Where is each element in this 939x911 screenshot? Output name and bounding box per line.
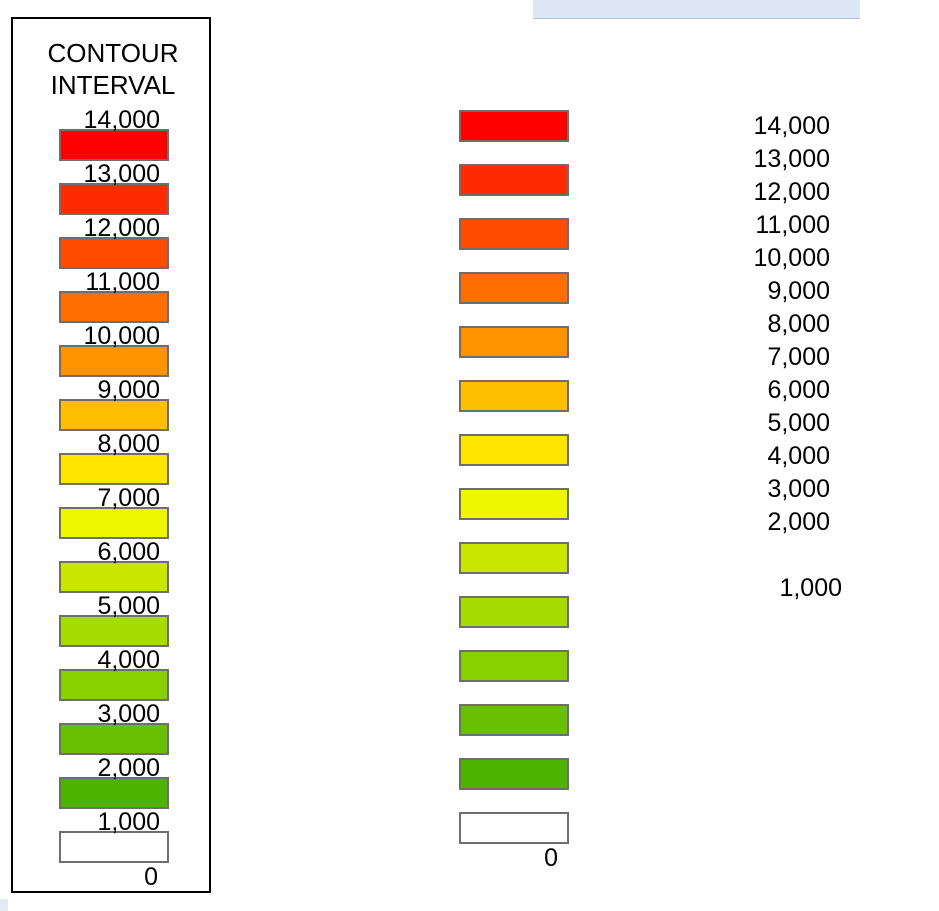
legend-swatch [59,723,169,755]
right-value-label: 6,000 [767,376,830,404]
legend-label: 3,000 [97,700,160,728]
middle-swatch [459,542,569,574]
legend-title: CONTOUR INTERVAL [47,38,179,100]
middle-swatch [459,434,569,466]
legend-swatch [59,183,169,215]
middle-swatch [459,380,569,412]
right-value-label: 8,000 [767,310,830,338]
legend-label: 13,000 [83,160,160,188]
legend-swatch [59,831,169,863]
legend-swatch [59,507,169,539]
right-value-label: 1,000 [779,574,842,602]
middle-swatch [459,164,569,196]
right-value-label: 10,000 [753,244,830,272]
legend-label: 11,000 [85,268,160,296]
legend-label: 12,000 [83,214,160,242]
top-header-band [533,0,860,19]
legend-swatch [59,345,169,377]
legend-swatch [59,453,169,485]
right-value-label: 12,000 [753,178,830,206]
legend-label: 4,000 [97,646,160,674]
middle-swatch [459,326,569,358]
legend-swatch [59,561,169,593]
middle-zero-label: 0 [544,844,558,872]
middle-swatch [459,758,569,790]
middle-swatch [459,650,569,682]
right-value-label: 14,000 [753,112,830,140]
legend-swatch [59,777,169,809]
legend-swatch [59,669,169,701]
legend-swatch [59,615,169,647]
legend-label: 10,000 [83,322,160,350]
legend-label: 9,000 [97,376,160,404]
middle-swatch [459,704,569,736]
legend-swatch [59,129,169,161]
legend-swatch [59,237,169,269]
middle-swatch [459,596,569,628]
right-value-label: 13,000 [753,145,830,173]
middle-swatch [459,272,569,304]
legend-label: 5,000 [97,592,160,620]
middle-swatch [459,110,569,142]
middle-swatch [459,218,569,250]
legend-label: 1,000 [97,808,160,836]
middle-swatch [459,488,569,520]
legend-swatch [59,291,169,323]
legend-label: 6,000 [97,538,160,566]
right-value-label: 2,000 [767,508,830,536]
right-value-label: 9,000 [767,277,830,305]
right-value-label: 5,000 [767,409,830,437]
right-value-label: 3,000 [767,475,830,503]
legend-zero-label: 0 [144,863,158,891]
corner-mark [0,899,8,911]
right-value-label: 11,000 [755,211,830,239]
right-value-label: 4,000 [767,442,830,470]
legend-label: 14,000 [83,106,160,134]
middle-swatch [459,812,569,844]
legend-label: 7,000 [97,484,160,512]
legend-label: 2,000 [97,754,160,782]
legend-swatch [59,399,169,431]
legend-label: 8,000 [97,430,160,458]
right-value-label: 7,000 [767,343,830,371]
